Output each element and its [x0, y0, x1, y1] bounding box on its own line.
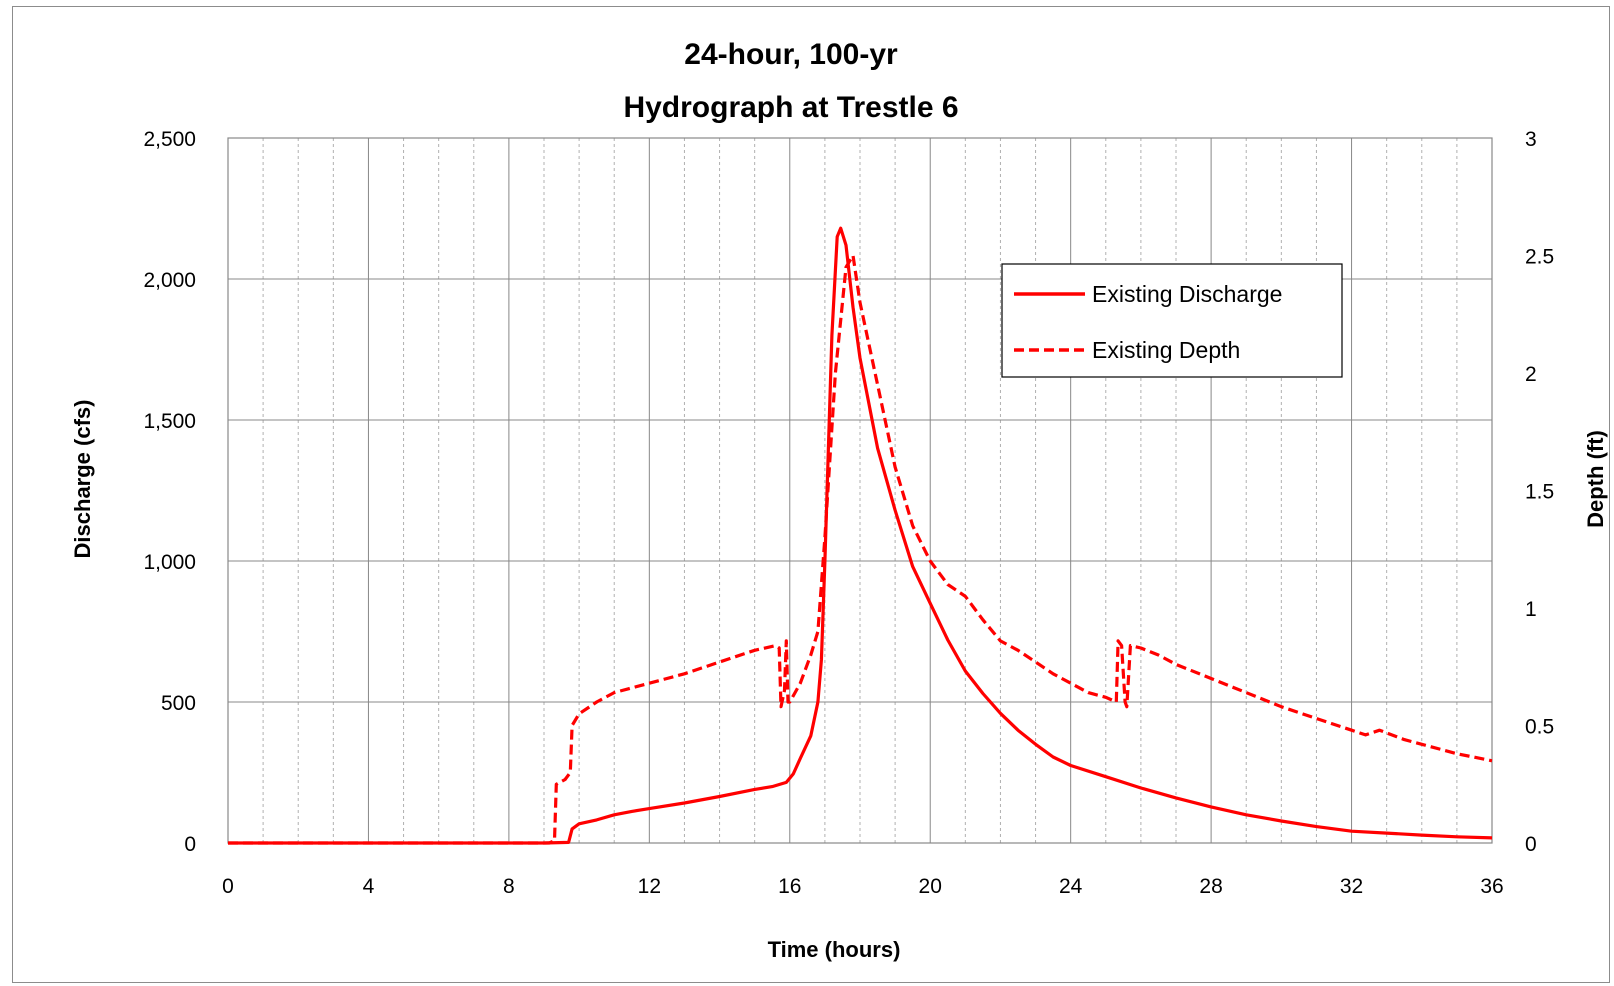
y-tick-label: 1,500 [143, 410, 196, 433]
x-tick-label: 12 [638, 875, 661, 898]
y2-tick-label: 2.5 [1525, 246, 1554, 269]
x-tick-label: 8 [503, 875, 515, 898]
y2-tick-label: 0 [1525, 833, 1537, 856]
y-axis-label: Discharge (cfs) [70, 400, 95, 559]
x-tick-label: 36 [1480, 875, 1503, 898]
x-axis-label: Time (hours) [768, 937, 901, 962]
existing-depth-line [228, 253, 1493, 845]
y-tick-label: 500 [161, 692, 196, 715]
legend-label-discharge: Existing Discharge [1092, 281, 1282, 307]
chart-frame [12, 6, 1610, 983]
plot-area-border [227, 137, 1493, 844]
x-axis-tick-labels: 0 4 8 12 16 20 24 28 32 36 [222, 875, 1504, 898]
y2-tick-label: 1 [1525, 598, 1537, 621]
y-axis-tick-labels: 0 500 1,000 1,500 2,000 2,500 [143, 128, 196, 856]
x-tick-label: 16 [778, 875, 801, 898]
chart-title-line-2: Hydrograph at Trestle 6 [623, 91, 958, 124]
y2-tick-label: 1.5 [1525, 481, 1554, 504]
major-gridlines [228, 138, 1492, 843]
existing-discharge-line [228, 226, 1493, 845]
x-tick-label: 0 [222, 875, 234, 898]
x-tick-label: 24 [1059, 875, 1083, 898]
legend: Existing Discharge Existing Depth [1001, 263, 1343, 378]
series-layer [228, 226, 1493, 845]
y-tick-label: 0 [184, 833, 196, 856]
y2-axis-label: Depth (ft) [1583, 430, 1608, 528]
x-tick-label: 4 [363, 875, 375, 898]
x-tick-label: 20 [919, 875, 942, 898]
legend-label-depth: Existing Depth [1092, 337, 1240, 363]
chart-title-line-1: 24-hour, 100-yr [684, 38, 898, 71]
y-tick-label: 2,500 [143, 128, 196, 151]
y2-tick-label: 3 [1525, 128, 1537, 151]
y2-axis-tick-labels: 0 0.5 1 1.5 2 2.5 3 [1525, 128, 1554, 856]
y-tick-label: 1,000 [143, 551, 196, 574]
y-tick-label: 2,000 [143, 269, 196, 292]
x-tick-label: 28 [1199, 875, 1222, 898]
minor-gridlines [262, 138, 1458, 843]
y2-tick-label: 0.5 [1525, 716, 1554, 739]
legend-box [1001, 263, 1343, 378]
x-tick-label: 32 [1340, 875, 1363, 898]
y2-tick-label: 2 [1525, 363, 1537, 386]
